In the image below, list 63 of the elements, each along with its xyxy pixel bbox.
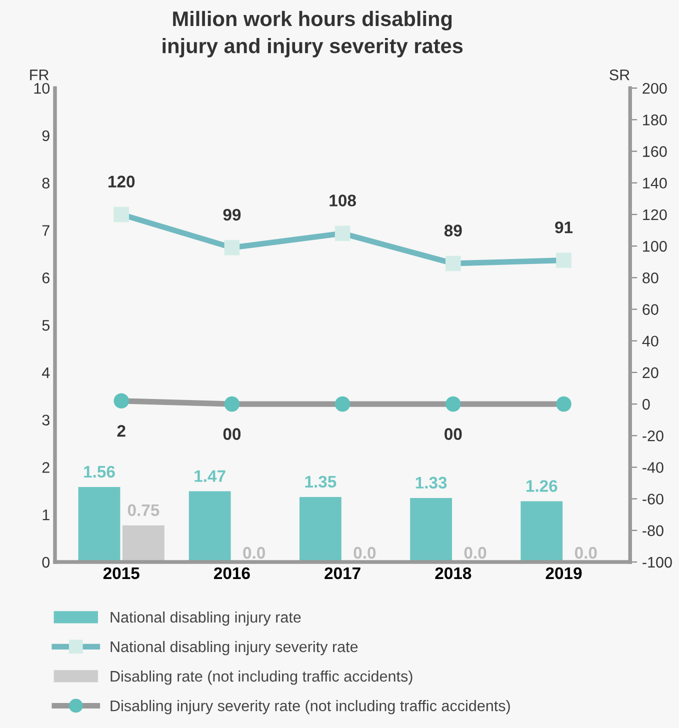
legend-label: Disabling rate (not including traffic accidents) [110,670,412,685]
data-label: 108 [330,194,356,206]
legend-label: National disabling injury rate [110,611,301,626]
bar [78,487,120,562]
y-tick-label: 10 [34,82,50,94]
data-label: 0.0 [574,546,597,559]
x-tick-label: 2019 [546,567,582,580]
legend-label: National disabling injury severity rate [110,640,358,656]
data-label: 0.0 [464,546,486,559]
y2-tick-label: 60 [642,304,658,315]
y2-tick-label: -100 [642,556,672,568]
data-label: 91 [555,221,573,234]
y-tick-label: 6 [42,272,50,284]
y2-tick-label: 20 [642,367,658,378]
y-tick-label: 4 [42,367,50,378]
y2-tick-label: 140 [643,178,667,189]
data-label: 00 [223,428,241,440]
data-label: 1.56 [84,466,115,478]
y-tick-label: 1 [42,510,50,520]
data-label: 1.33 [416,476,447,489]
y2-tick-label: 200 [642,82,667,94]
y-tick-label: 5 [42,320,50,331]
bar [122,525,164,562]
data-label: 120 [108,176,135,188]
y-tick-label: 0 [42,556,50,568]
x-tick-label: 2017 [324,567,360,580]
bar [520,501,563,562]
data-label: 2 [117,425,126,437]
y2-tick-label: 100 [643,240,667,252]
y-tick-label: 7 [42,225,50,236]
y2-tick-label: 120 [643,209,667,220]
bar [299,496,342,562]
y2-tick-label: 40 [642,336,658,347]
data-label: 89 [444,224,462,236]
y-tick-label: 9 [42,130,50,142]
chart-title: Million work hours disabling injury and injury severity rates [162,10,463,58]
data-label: 1.47 [194,470,226,482]
y2-tick-label: -60 [642,494,664,505]
y-tick-label: 8 [42,178,50,189]
data-label: 00 [444,428,462,440]
data-label: 99 [223,208,241,221]
x-tick-label: 2016 [214,567,250,580]
y2-tick-label: 0 [642,398,650,410]
y2-tick-label: -80 [642,525,664,536]
y2-axis-title: SR [610,70,630,80]
x-tick-label: 2015 [103,567,140,580]
bar [188,491,231,562]
data-label: 0.0 [354,546,376,559]
y2-tick-label: 80 [642,272,658,284]
y2-tick-label: 180 [643,114,667,126]
y2-tick-label: -20 [642,430,664,442]
data-label: 1.35 [305,476,336,488]
bar [410,498,452,562]
y-axis-title: FR [30,70,49,80]
y2-tick-label: 160 [643,146,667,157]
y-tick-label: 3 [42,414,50,426]
data-label: 1.26 [526,480,558,492]
data-label: 0.75 [128,504,160,516]
legend-label: Disabling injury severity rate (not including traffic accidents) [110,700,510,714]
x-tick-label: 2018 [435,567,472,580]
data-label: 0.0 [243,546,265,559]
y-tick-label: 2 [42,462,50,473]
y2-tick-label: -40 [642,462,664,473]
